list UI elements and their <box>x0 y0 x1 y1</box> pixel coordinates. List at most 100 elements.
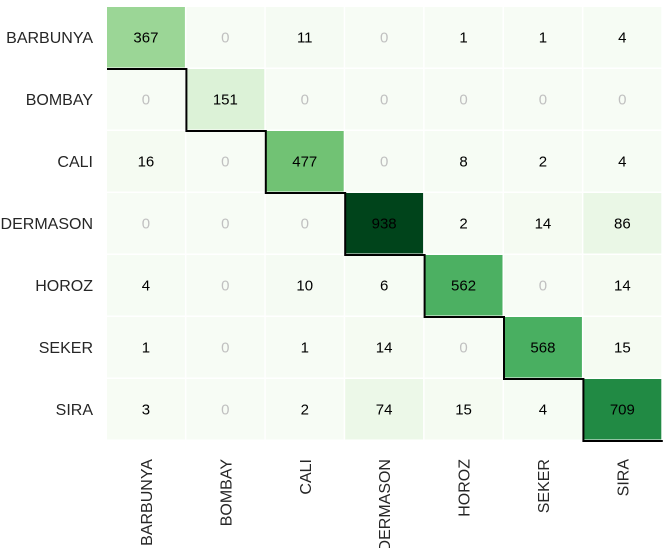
heatmap-cell-dermason-sira <box>583 193 662 254</box>
heatmap-cell-horoz-seker <box>504 255 582 316</box>
heatmap-cell-barbunya-seker <box>504 7 582 68</box>
cell-value-label: 0 <box>221 277 229 294</box>
cell-value-label: 0 <box>301 91 309 108</box>
cell-value-label: 0 <box>142 215 150 232</box>
cell-value-label: 477 <box>292 153 317 170</box>
heatmap-cell-sira-dermason <box>345 379 424 440</box>
heatmap-cell-horoz-bombay <box>186 255 265 316</box>
heatmap-cell-cali-cali <box>265 131 344 192</box>
heatmap-cell-seker-cali <box>265 317 344 378</box>
cell-value-label: 1 <box>142 339 150 356</box>
cell-value-label: 14 <box>376 339 393 356</box>
cell-value-label: 0 <box>380 153 388 170</box>
heatmap-cell-bombay-seker <box>504 69 582 130</box>
cell-value-label: 709 <box>610 401 635 418</box>
heatmap-cell-dermason-bombay <box>186 193 265 254</box>
cell-value-label: 0 <box>539 277 547 294</box>
cell-value-label: 3 <box>142 401 150 418</box>
x-tick-label: DERMASON <box>377 459 394 548</box>
x-tick-label: BARBUNYA <box>139 459 156 546</box>
heatmap-cell-barbunya-barbunya <box>107 7 185 68</box>
y-tick-label: DERMASON <box>1 216 93 233</box>
cell-value-label: 2 <box>301 401 309 418</box>
cell-value-label: 0 <box>142 91 150 108</box>
heatmap-cell-dermason-barbunya <box>107 193 185 254</box>
heatmap-cell-horoz-cali <box>265 255 344 316</box>
cell-value-label: 0 <box>221 29 229 46</box>
heatmap-cell-cali-barbunya <box>107 131 185 192</box>
cell-value-label: 2 <box>539 153 547 170</box>
heatmap-cell-dermason-dermason <box>345 193 424 254</box>
heatmap-cell-barbunya-bombay <box>186 7 265 68</box>
heatmap-cell-horoz-horoz <box>424 255 503 316</box>
y-tick-label: CALI <box>57 154 93 171</box>
heatmap-cell-cali-seker <box>504 131 582 192</box>
cell-value-label: 0 <box>221 339 229 356</box>
x-tick-label: HOROZ <box>457 459 474 517</box>
heatmap-cell-bombay-sira <box>583 69 662 130</box>
heatmap-cell-sira-barbunya <box>107 379 185 440</box>
heatmap-cell-sira-seker <box>504 379 582 440</box>
heatmap-cell-cali-dermason <box>345 131 424 192</box>
cell-value-label: 0 <box>539 91 547 108</box>
cell-value-label: 0 <box>618 91 626 108</box>
cell-value-label: 11 <box>297 29 313 46</box>
heatmap-cell-bombay-barbunya <box>107 69 185 130</box>
heatmap-cell-seker-dermason <box>345 317 424 378</box>
cell-value-label: 0 <box>459 339 467 356</box>
cell-value-label: 0 <box>221 401 229 418</box>
cell-value-label: 1 <box>459 29 467 46</box>
heatmap-cell-bombay-bombay <box>186 69 265 130</box>
cell-value-label: 0 <box>459 91 467 108</box>
cell-value-label: 4 <box>618 153 626 170</box>
cell-value-label: 562 <box>451 277 476 294</box>
heatmap-cell-barbunya-cali <box>265 7 344 68</box>
cell-value-label: 0 <box>221 215 229 232</box>
diagonal-staircase-line <box>107 68 663 442</box>
cell-value-label: 0 <box>301 215 309 232</box>
cell-value-label: 15 <box>455 401 472 418</box>
cell-value-label: 4 <box>618 29 626 46</box>
cell-value-label: 4 <box>539 401 547 418</box>
y-tick-label: SEKER <box>39 340 93 357</box>
heatmap-cell-barbunya-dermason <box>345 7 424 68</box>
heatmap-cell-barbunya-horoz <box>424 7 503 68</box>
y-tick-label: BARBUNYA <box>6 30 93 47</box>
cell-value-label: 15 <box>614 339 631 356</box>
heatmap-cell-cali-sira <box>583 131 662 192</box>
x-tick-label: CALI <box>298 459 315 495</box>
heatmap-cell-sira-sira <box>583 379 662 440</box>
cell-value-label: 14 <box>535 215 552 232</box>
cell-value-label: 568 <box>530 339 555 356</box>
y-tick-label: SIRA <box>56 402 94 419</box>
heatmap-cell-seker-barbunya <box>107 317 185 378</box>
heatmap-cell-seker-bombay <box>186 317 265 378</box>
heatmap-cell-sira-horoz <box>424 379 503 440</box>
heatmap-cell-dermason-horoz <box>424 193 503 254</box>
x-tick-label: BOMBAY <box>218 459 235 527</box>
heatmap-cell-horoz-sira <box>583 255 662 316</box>
heatmap-cell-sira-bombay <box>186 379 265 440</box>
x-tick-labels: BARBUNYA BOMBAY CALI DERMASON HOROZ SEKER SIRA <box>139 459 632 548</box>
cell-value-label: 0 <box>380 91 388 108</box>
cell-value-label: 4 <box>142 277 150 294</box>
cell-value-label: 10 <box>296 277 313 294</box>
x-tick-label: SIRA <box>615 459 632 497</box>
cell-value-label: 6 <box>380 277 388 294</box>
cell-value-label: 1 <box>539 29 547 46</box>
cell-value-label: 1 <box>301 339 309 356</box>
y-tick-label: HOROZ <box>35 278 93 295</box>
cell-value-label: 16 <box>138 153 155 170</box>
heatmap-cell-seker-sira <box>583 317 662 378</box>
heatmap-cell-cali-horoz <box>424 131 503 192</box>
heatmap-cell-seker-seker <box>504 317 582 378</box>
heatmap-cell-bombay-horoz <box>424 69 503 130</box>
heatmap-cell-horoz-barbunya <box>107 255 185 316</box>
heatmap-cell-dermason-seker <box>504 193 582 254</box>
heatmap-cell-horoz-dermason <box>345 255 424 316</box>
y-tick-labels: BARBUNYA BOMBAY CALI DERMASON HOROZ SEKER SIRA <box>1 30 94 419</box>
y-tick-label: BOMBAY <box>26 92 94 109</box>
heatmap-cell-dermason-cali <box>265 193 344 254</box>
cell-value-label: 0 <box>221 153 229 170</box>
